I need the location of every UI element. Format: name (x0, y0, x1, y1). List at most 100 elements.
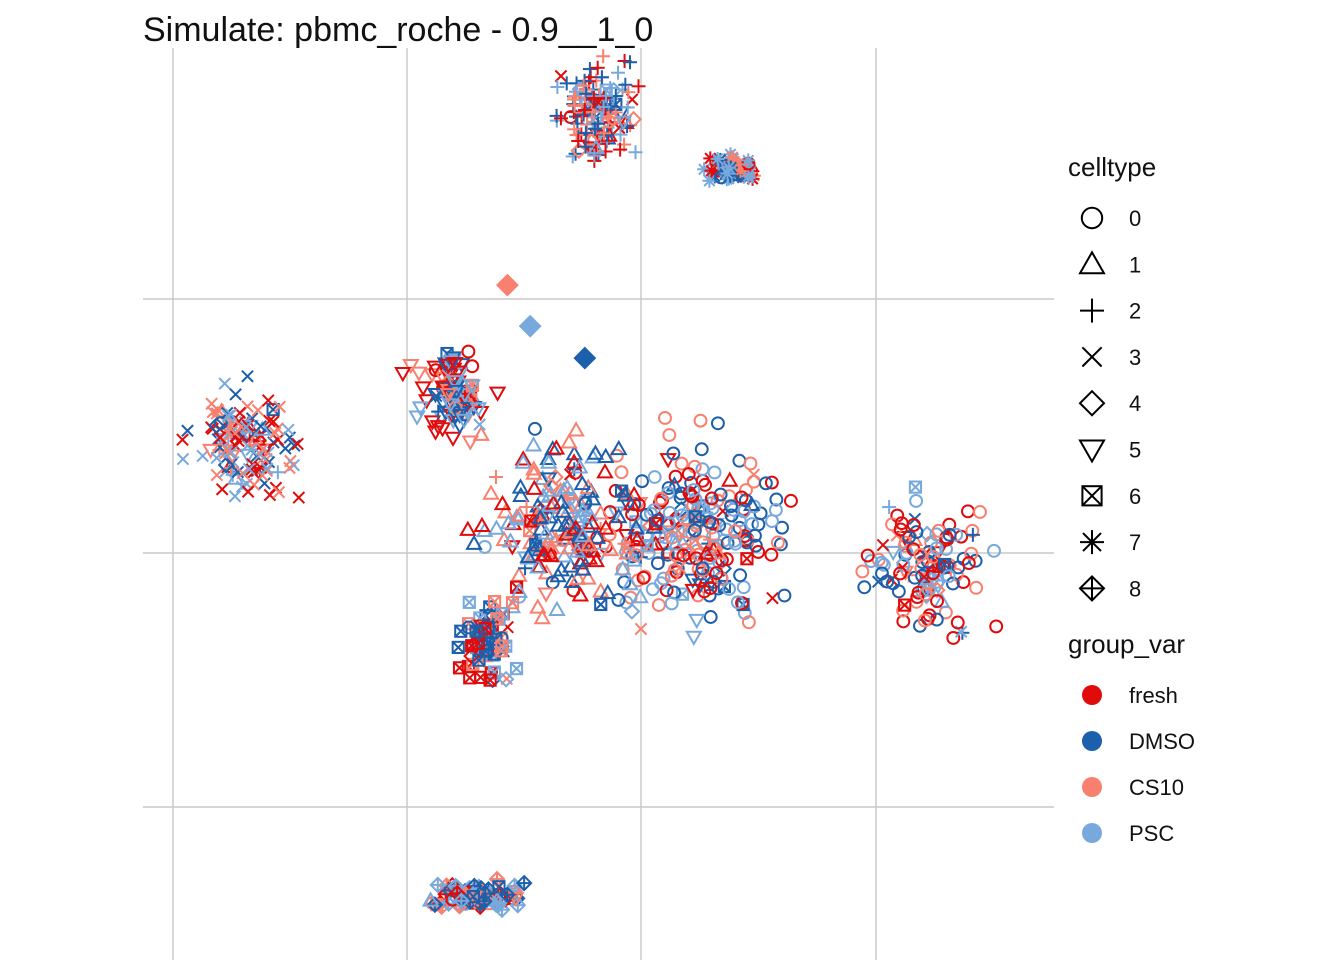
data-point (590, 60, 605, 75)
data-point (884, 545, 902, 562)
data-point (292, 491, 306, 504)
data-point (402, 359, 420, 375)
data-point (625, 507, 640, 522)
data-point (224, 408, 238, 421)
data-point (473, 516, 491, 533)
data-point (439, 388, 458, 404)
legend-label-group_var: CS10 (1129, 775, 1184, 800)
data-point (960, 504, 975, 519)
data-point (548, 600, 566, 617)
data-point (588, 528, 607, 544)
data-point (610, 439, 628, 456)
data-point (543, 538, 561, 555)
data-point (661, 481, 676, 495)
data-point (596, 49, 611, 64)
data-point (282, 423, 295, 437)
data-point (942, 527, 957, 542)
data-point (426, 387, 445, 404)
data-point (559, 76, 574, 91)
data-point (461, 620, 476, 635)
data-point (617, 536, 632, 551)
data-point (650, 513, 665, 528)
data-point (681, 467, 696, 482)
data-point (777, 588, 792, 603)
data-point (695, 561, 710, 576)
data-point (650, 556, 665, 571)
data-point (784, 493, 798, 508)
data-point (567, 421, 585, 437)
data-point (600, 127, 615, 142)
data-point (667, 585, 682, 600)
data-point (498, 886, 516, 904)
data-point (573, 474, 592, 491)
data-point (455, 388, 474, 404)
data-point (609, 448, 624, 463)
legend-label-celltype: 1 (1129, 252, 1141, 277)
data-point (620, 100, 635, 115)
data-point (571, 458, 589, 474)
data-point (582, 62, 597, 77)
legend-key-diamond-plus (1078, 574, 1106, 602)
data-point (765, 514, 779, 529)
data-point (882, 500, 897, 515)
data-point (937, 557, 952, 572)
data-point (634, 622, 648, 636)
data-point (554, 69, 568, 83)
data-point (565, 445, 584, 461)
data-point (688, 510, 702, 524)
data-point (509, 661, 524, 676)
data-point (929, 541, 944, 556)
data-point (875, 566, 889, 581)
legend-swatch-dmso (1082, 731, 1102, 751)
data-point (487, 595, 502, 609)
data-point (618, 77, 633, 92)
data-point (741, 615, 756, 630)
legend-label-celltype: 0 (1129, 206, 1141, 231)
data-point (578, 139, 593, 154)
legend-key-asterisk (1080, 530, 1104, 555)
data-point (930, 594, 945, 608)
data-point (591, 504, 610, 520)
data-point (766, 591, 779, 605)
data-point (518, 314, 542, 338)
data-point (461, 435, 480, 451)
data-point (639, 507, 654, 522)
data-point (528, 421, 542, 436)
data-point (586, 91, 601, 106)
data-point (698, 477, 713, 492)
legend-label-celltype: 4 (1129, 391, 1141, 416)
data-point (746, 474, 761, 489)
data-point (547, 439, 566, 455)
data-point (512, 486, 530, 503)
data-point (591, 116, 606, 131)
data-point (525, 460, 543, 476)
data-point (581, 141, 600, 157)
data-point (775, 520, 790, 535)
data-point (587, 148, 602, 163)
data-point (554, 502, 572, 518)
data-point (621, 85, 636, 100)
data-point (529, 598, 547, 614)
data-point (433, 422, 452, 438)
data-point (596, 463, 614, 479)
data-point (558, 478, 576, 494)
data-point (450, 408, 469, 425)
data-point (758, 476, 773, 491)
data-point (201, 443, 220, 460)
data-point (675, 508, 690, 523)
legend-key-square-cross (1081, 485, 1103, 507)
data-point (444, 431, 462, 447)
chart-title: Simulate: pbmc_roche - 0.9__1_0 (143, 11, 653, 49)
data-point (210, 451, 223, 465)
data-point (586, 444, 605, 460)
data-point (741, 169, 756, 184)
data-point (511, 478, 530, 494)
data-point (466, 889, 480, 904)
data-point (561, 522, 579, 539)
data-point (855, 564, 870, 579)
data-point (685, 526, 700, 541)
data-point (620, 540, 635, 555)
data-point (670, 546, 685, 561)
data-point (917, 613, 932, 628)
data-point (672, 523, 691, 539)
